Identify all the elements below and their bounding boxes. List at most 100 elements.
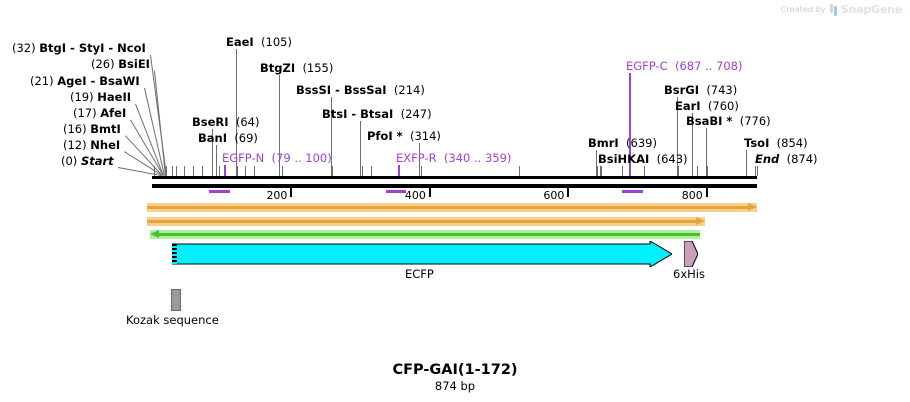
feature-kozak-label: Kozak sequence — [126, 313, 219, 327]
connector-EXFPR — [398, 165, 400, 176]
restriction-tick — [630, 166, 631, 176]
connector-EGFPN — [224, 165, 226, 176]
feature-label-AgeI: (21) AgeI - BsaWI — [30, 74, 140, 88]
orange-arrow-inner-head — [696, 217, 705, 225]
orange-arrow-inner-line — [147, 220, 699, 223]
connector-BtsI — [360, 121, 361, 176]
connector-EGFPC — [629, 73, 631, 176]
ruler-tick-200 — [290, 188, 293, 197]
green-arrow-line — [156, 233, 700, 236]
feature-kozak-box[interactable] — [171, 289, 181, 311]
restriction-tick — [193, 166, 194, 176]
connector-BmrI — [596, 150, 597, 176]
cds-ecfp-start-marker — [172, 244, 177, 264]
connector-EaeI — [236, 49, 237, 176]
restriction-tick — [332, 166, 333, 176]
feature-6xhis-shape — [683, 240, 699, 268]
connector-PfoI — [419, 143, 420, 176]
connector-EarI — [692, 113, 693, 176]
connector-BseRI — [212, 129, 213, 176]
watermark-brand: SnapGene — [840, 3, 902, 16]
primer-feature-EGFP-N — [209, 190, 230, 193]
ruler-label-800: 800 — [681, 189, 703, 202]
restriction-tick — [755, 166, 756, 176]
feature-label-BtgI: (32) BtgI - StyI - NcoI — [12, 41, 146, 55]
feature-label-NheI: (12) NheI — [63, 138, 121, 152]
connector-TsoI — [746, 150, 747, 176]
green-arrow — [150, 230, 700, 239]
feature-6xhis[interactable] — [683, 240, 699, 268]
restriction-tick — [644, 166, 645, 176]
connector-End — [757, 166, 758, 176]
feature-label-EGFPN: EGFP-N (79 .. 100) — [222, 151, 332, 165]
feature-label-BtgZI: BtgZI (155) — [260, 61, 334, 75]
connector-BsaBI — [706, 128, 707, 176]
feature-label-BanI: BanI (69) — [198, 131, 258, 145]
connector-BssSI — [331, 97, 332, 176]
ruler-tick-800 — [705, 188, 708, 197]
connector-BanI — [216, 145, 217, 176]
orange-arrow-outer-line — [147, 206, 751, 209]
page-subtitle: 874 bp — [434, 379, 476, 393]
feature-label-HaeII: (19) HaeII — [70, 90, 132, 104]
primer-feature-EGFP-C — [622, 190, 643, 193]
snapgene-watermark: Created by SnapGene — [781, 3, 902, 16]
orange-arrow-outer-head — [748, 203, 757, 211]
connector-BsiHKAI — [600, 166, 601, 176]
feature-label-BsrGI: BsrGI (743) — [664, 83, 738, 97]
backbone-upper-strand — [152, 176, 757, 179]
restriction-tick — [237, 166, 238, 176]
feature-label-BsiEI: (26) BsiEI — [91, 57, 150, 71]
feature-label-End: End (874) — [755, 152, 818, 166]
restriction-tick — [622, 166, 623, 176]
snapgene-logo-icon — [829, 3, 837, 16]
backbone-lower-strand — [152, 184, 757, 188]
restriction-tick — [707, 166, 708, 176]
watermark-created-by: Created by — [780, 5, 826, 14]
feature-label-BseRI: BseRI (64) — [192, 115, 260, 129]
ruler-label-600: 600 — [543, 189, 565, 202]
feature-label-BmrI: BmrI (639) — [588, 136, 657, 150]
restriction-tick — [245, 166, 246, 176]
orange-arrow-outer — [147, 203, 757, 212]
feature-label-BsaBI: BsaBI * (776) — [686, 114, 771, 128]
feature-label-BssSI: BssSI - BssSaI (214) — [296, 83, 425, 97]
restriction-tick — [519, 166, 520, 176]
restriction-tick — [166, 166, 167, 176]
green-arrow-head — [150, 230, 159, 238]
feature-label-AfeI: (17) AfeI — [73, 106, 127, 120]
restriction-tick — [597, 166, 598, 176]
restriction-tick — [176, 166, 177, 176]
feature-label-PfoI: PfoI * (314) — [367, 129, 441, 143]
restriction-tick — [362, 166, 363, 176]
feature-label-TsoI: TsoI (854) — [744, 136, 808, 150]
page-title: CFP-GAI(1-172) — [392, 362, 518, 378]
feature-label-BtsI: BtsI - BtsaI (247) — [322, 107, 432, 121]
feature-label-BsiHKAI: BsiHKAI (643) — [598, 152, 688, 166]
ruler-label-200: 200 — [266, 189, 288, 202]
restriction-tick — [282, 166, 283, 176]
ruler-tick-400 — [428, 188, 431, 197]
cds-ecfp-label: ECFP — [405, 267, 434, 281]
feature-label-EaeI: EaeI (105) — [226, 35, 292, 49]
cds-ecfp[interactable] — [171, 240, 673, 268]
feature-label-EGFPC: EGFP-C (687 .. 708) — [626, 59, 743, 73]
feature-label-EXFPR: EXFP-R (340 .. 359) — [396, 151, 512, 165]
restriction-tick — [219, 166, 220, 176]
restriction-tick — [421, 166, 422, 176]
connector-BtgZI — [279, 75, 280, 176]
primer-feature-EXFP-R — [386, 190, 406, 193]
restriction-tick — [254, 166, 255, 176]
connector-BsrGI — [677, 97, 678, 176]
restriction-tick — [692, 166, 693, 176]
feature-label-Start: (0) Start — [61, 154, 114, 168]
restriction-tick — [746, 166, 747, 176]
feature-6xhis-label: 6xHis — [673, 267, 705, 281]
ruler-tick-600 — [567, 188, 570, 197]
ruler-label-400: 400 — [404, 189, 426, 202]
restriction-tick — [697, 166, 698, 176]
restriction-tick — [601, 166, 602, 176]
restriction-tick — [184, 166, 185, 176]
cds-ecfp-shape — [171, 240, 673, 268]
